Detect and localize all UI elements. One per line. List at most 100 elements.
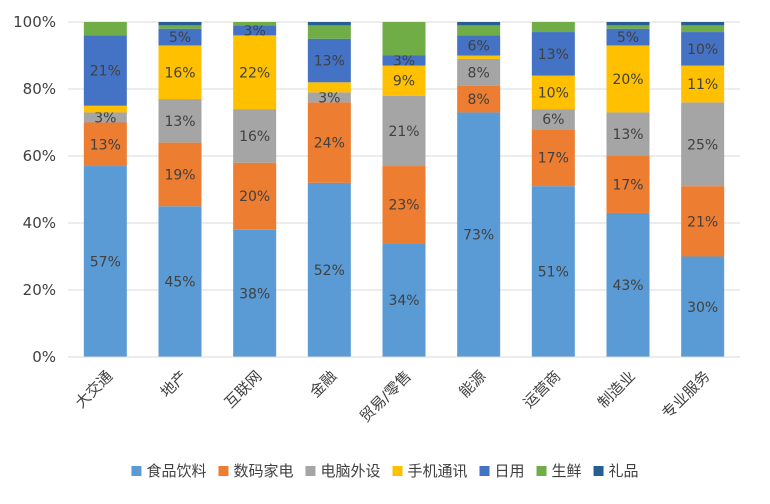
legend-label: 食品饮料 [146, 462, 206, 480]
bar-segment [531, 75, 575, 110]
legend-label: 礼品 [609, 462, 639, 480]
data-label: 16% [239, 129, 270, 145]
bar-segment [457, 58, 501, 86]
legend-swatch [392, 466, 403, 476]
x-category-label: 运营商 [520, 367, 565, 412]
bar-segment [457, 22, 501, 26]
legend-label: 日用 [495, 462, 525, 480]
bar-segment [681, 102, 725, 187]
bar-segment [158, 28, 202, 46]
data-label: 34% [388, 293, 419, 309]
data-label: 51% [538, 265, 569, 281]
legend-swatch [536, 466, 547, 476]
bar-segment [606, 212, 650, 357]
bar-segment [681, 22, 725, 26]
data-label: 23% [388, 198, 419, 214]
bar-segment [83, 35, 127, 106]
data-label: 13% [164, 114, 195, 130]
bar-segment [457, 25, 501, 36]
bar-segment [307, 25, 351, 39]
bar-segment [681, 65, 725, 103]
data-label: 3% [318, 90, 340, 106]
legend-item: 礼品 [593, 462, 639, 480]
bar-segment [158, 99, 202, 143]
data-label: 38% [239, 286, 270, 302]
bar-segment [83, 112, 127, 123]
legend-item: 生鲜 [536, 462, 582, 480]
bars: 57% 13% 3% 21% 45% 19% 13% 16% 5% 38% 20% 16% 22% 3% 5… [83, 22, 725, 357]
bar-segment [681, 32, 725, 66]
bar-segment [382, 243, 426, 357]
legend-item: 数码家电 [218, 462, 293, 480]
bar-segment [307, 92, 351, 103]
data-label: 3% [393, 54, 415, 70]
y-tick-label: 60% [23, 147, 56, 165]
bar-segment [233, 162, 277, 230]
bar-segment [83, 166, 127, 357]
bar-segment [531, 22, 575, 33]
data-label: 10% [538, 85, 569, 101]
data-label: 25% [687, 137, 718, 153]
legend-swatch [593, 466, 604, 476]
legend-label: 数码家电 [233, 462, 293, 480]
bar-segment [606, 22, 650, 26]
y-axis: 0% 20% 40% 60% 80% 100% [13, 13, 56, 366]
legend-swatch [218, 466, 229, 476]
data-label: 13% [612, 127, 643, 143]
data-label: 17% [538, 151, 569, 167]
legend-item: 电脑外设 [305, 462, 380, 480]
data-label: 20% [612, 72, 643, 88]
bar-segment [382, 65, 426, 96]
data-label: 3% [94, 110, 116, 126]
x-category-label: 制造业 [594, 367, 639, 412]
data-label: 21% [687, 214, 718, 230]
legend-item: 日用 [479, 462, 525, 480]
bar-segment [531, 109, 575, 130]
x-category-label: 能源 [456, 367, 490, 401]
bar-segment [457, 35, 501, 56]
data-label: 8% [468, 92, 490, 108]
bar-segment [83, 105, 127, 113]
data-label: 24% [314, 136, 345, 152]
bar-segment [382, 166, 426, 244]
bar-segment [307, 102, 351, 183]
legend-label: 生鲜 [552, 462, 582, 480]
data-label: 20% [239, 189, 270, 205]
x-category-label: 互联网 [221, 367, 266, 412]
bar-segment [83, 22, 127, 36]
legend-item: 食品饮料 [131, 462, 206, 480]
bar-segment [457, 55, 501, 59]
data-label: 5% [617, 30, 639, 46]
legend: 食品饮料 数码家电 电脑外设 手机通讯 日用 生鲜 礼品 [131, 462, 639, 480]
data-label: 52% [314, 263, 345, 279]
x-category-label: 地产 [157, 367, 191, 401]
bar-segment [158, 142, 202, 207]
bar-segment [158, 45, 202, 100]
bar-segment [233, 229, 277, 357]
data-label: 10% [687, 42, 718, 58]
x-axis: 大交通 地产 互联网 金融 贸易/零售 能源 运营商 制造业 专业服务 [68, 356, 740, 426]
data-label: 6% [542, 112, 564, 128]
data-label: 45% [164, 275, 195, 291]
bar-segment [382, 22, 426, 56]
legend-swatch [305, 466, 316, 476]
bar-segment [457, 112, 501, 357]
bar-segment [606, 25, 650, 29]
data-label: 16% [164, 65, 195, 81]
y-tick-label: 0% [32, 348, 56, 366]
bar-segment [307, 22, 351, 26]
bar-segment [307, 182, 351, 357]
data-label: 17% [612, 177, 643, 193]
legend-label: 手机通讯 [407, 462, 467, 480]
bar-segment [382, 55, 426, 66]
bar-segment [606, 28, 650, 46]
y-tick-label: 40% [23, 214, 56, 232]
legend-label: 电脑外设 [320, 462, 380, 480]
bar-segment [681, 186, 725, 257]
data-label: 11% [687, 77, 718, 93]
bar-segment [531, 32, 575, 76]
data-label: 21% [388, 124, 419, 140]
data-label: 3% [244, 23, 266, 39]
bar-segment [233, 22, 277, 26]
